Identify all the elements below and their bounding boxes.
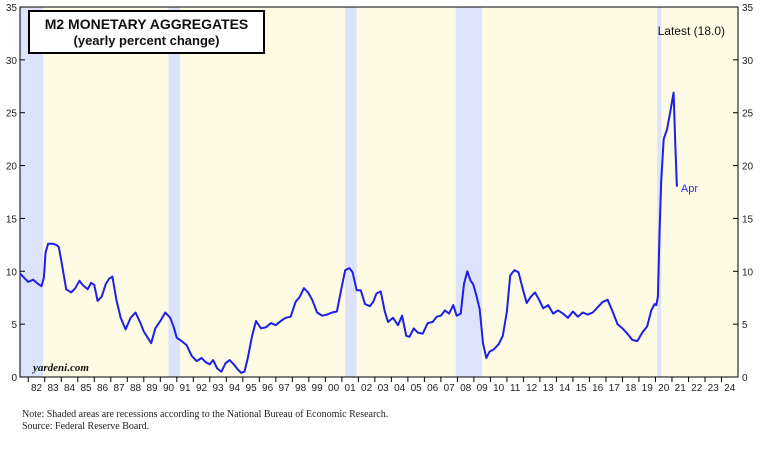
x-tick-label: 21 xyxy=(675,383,687,394)
x-tick-label: 13 xyxy=(543,383,555,394)
x-tick-label: 20 xyxy=(658,383,670,394)
x-tick-label: 19 xyxy=(642,383,654,394)
x-tick-label: 10 xyxy=(493,383,505,394)
x-tick-label: 91 xyxy=(179,383,191,394)
x-tick-label: 03 xyxy=(378,383,390,394)
plot-background xyxy=(20,7,738,377)
x-tick-label: 14 xyxy=(559,383,571,394)
watermark: yardeni.com xyxy=(33,362,89,374)
x-tick-label: 82 xyxy=(31,383,43,394)
y-tick-label-right: 35 xyxy=(742,3,754,14)
x-tick-label: 05 xyxy=(411,383,423,394)
x-tick-label: 99 xyxy=(312,383,324,394)
y-tick-label-left: 20 xyxy=(6,162,18,173)
plot-border xyxy=(19,6,739,378)
chart-subtitle: (yearly percent change) xyxy=(73,33,220,48)
x-tick-label: 94 xyxy=(229,383,241,394)
y-tick-label-left: 30 xyxy=(6,56,18,67)
x-tick-label: 04 xyxy=(394,383,406,394)
x-tick-label: 06 xyxy=(427,383,439,394)
x-tick-label: 16 xyxy=(592,383,604,394)
recession-band xyxy=(20,7,44,377)
data-line-m2 xyxy=(19,91,678,374)
y-tick-label-left: 5 xyxy=(11,320,17,331)
x-tick-label: 92 xyxy=(196,383,208,394)
chart-title: M2 MONETARY AGGREGATES xyxy=(44,16,249,32)
x-tick-label: 98 xyxy=(295,383,307,394)
y-tick-label-right: 0 xyxy=(742,373,748,384)
y-tick-label-right: 20 xyxy=(742,162,754,173)
x-tick-label: 02 xyxy=(361,383,373,394)
x-tick-label: 00 xyxy=(328,383,340,394)
x-tick-label: 09 xyxy=(477,383,489,394)
footnote-note: Note: Shaded areas are recessions accord… xyxy=(22,409,389,420)
x-tick-label: 96 xyxy=(262,383,274,394)
y-tick-label-right: 30 xyxy=(742,56,754,67)
x-tick-label: 24 xyxy=(724,383,736,394)
x-tick-label: 87 xyxy=(113,383,125,394)
footnotes: Note: Shaded areas are recessions accord… xyxy=(22,409,388,433)
y-tick-label-left: 10 xyxy=(6,267,18,278)
chart-title-box: M2 MONETARY AGGREGATES (yearly percent c… xyxy=(28,10,265,54)
x-tick-label: 22 xyxy=(691,383,703,394)
x-tick-label: 12 xyxy=(526,383,538,394)
x-tick-label: 86 xyxy=(97,383,109,394)
x-tick-label: 08 xyxy=(460,383,472,394)
y-tick-label-left: 15 xyxy=(6,214,18,225)
x-tick-label: 07 xyxy=(444,383,456,394)
y-tick-label-right: 10 xyxy=(742,267,754,278)
y-tick-label-left: 35 xyxy=(6,3,18,14)
recession-band xyxy=(657,7,662,377)
footnote-source: Source: Federal Reserve Board. xyxy=(22,421,150,432)
y-tick-label-right: 5 xyxy=(742,320,748,331)
recession-band xyxy=(455,7,483,377)
x-tick-label: 95 xyxy=(246,383,258,394)
x-tick-label: 11 xyxy=(510,383,521,394)
recession-band xyxy=(168,7,181,377)
x-tick-label: 90 xyxy=(163,383,175,394)
recession-band xyxy=(345,7,357,377)
x-tick-label: 84 xyxy=(64,383,76,394)
y-tick-label-right: 15 xyxy=(742,214,754,225)
y-tick-label-right: 25 xyxy=(742,109,754,120)
x-tick-label: 15 xyxy=(576,383,588,394)
x-tick-label: 93 xyxy=(213,383,225,394)
x-tick-label: 89 xyxy=(146,383,158,394)
x-tick-label: 17 xyxy=(609,383,621,394)
x-tick-label: 88 xyxy=(130,383,142,394)
x-tick-label: 01 xyxy=(345,383,357,394)
latest-value-annotation: Latest (18.0) xyxy=(657,24,725,38)
y-tick-label-left: 0 xyxy=(11,373,17,384)
x-tick-label: 97 xyxy=(279,383,291,394)
y-tick-label-left: 25 xyxy=(6,109,18,120)
last-point-label: Apr xyxy=(680,182,699,195)
x-tick-label: 85 xyxy=(80,383,92,394)
x-tick-label: 18 xyxy=(625,383,637,394)
x-tick-label: 23 xyxy=(708,383,720,394)
x-tick-label: 83 xyxy=(47,383,59,394)
